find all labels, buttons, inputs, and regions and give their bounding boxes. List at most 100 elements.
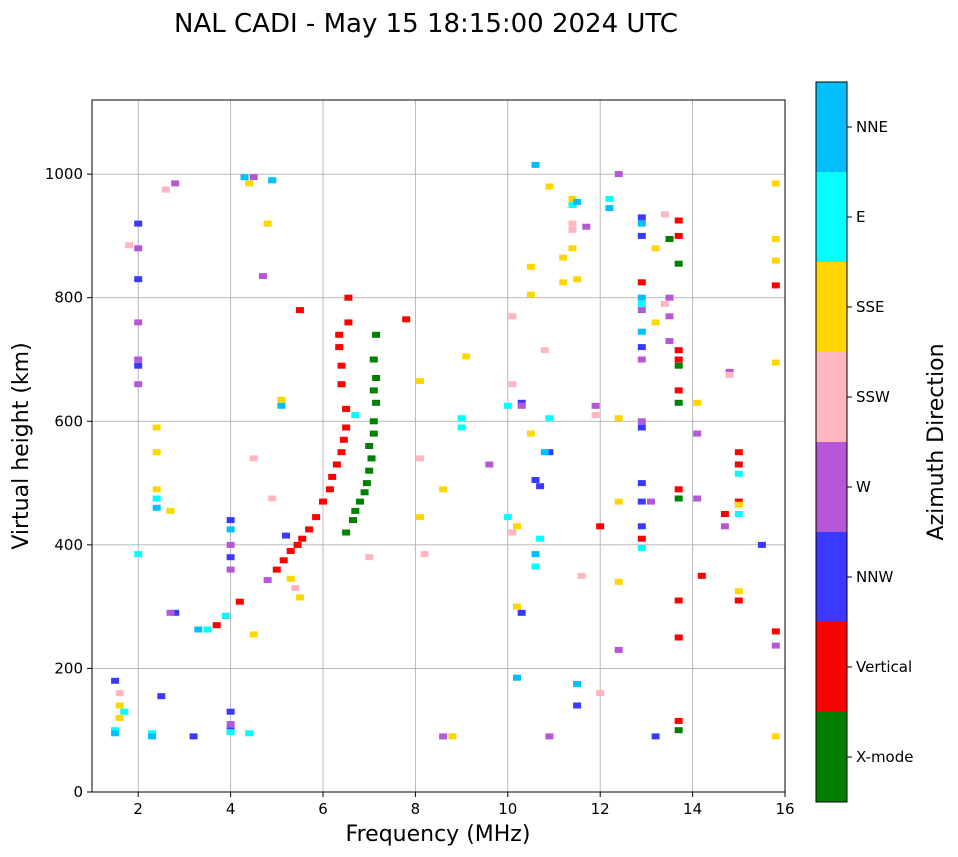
- colorbar-tick-label: E: [856, 208, 865, 226]
- point-nnw: [637, 232, 646, 239]
- point-sse: [526, 430, 535, 437]
- point-x-mode: [372, 331, 381, 338]
- point-sse: [771, 733, 780, 740]
- point-vertical: [335, 344, 344, 351]
- point-vertical: [697, 572, 706, 579]
- point-sse: [568, 195, 577, 202]
- point-vertical: [402, 316, 411, 323]
- point-ssw: [591, 412, 600, 419]
- point-e: [531, 563, 540, 570]
- point-sse: [462, 353, 471, 360]
- point-nne: [240, 174, 249, 181]
- point-sse: [286, 575, 295, 582]
- point-e: [637, 544, 646, 551]
- point-x-mode: [362, 480, 371, 487]
- point-e: [734, 470, 743, 477]
- point-sse: [277, 396, 286, 403]
- colorbar-segment: [816, 532, 847, 622]
- point-x-mode: [349, 517, 357, 524]
- point-sse: [245, 180, 254, 187]
- point-nne: [605, 205, 614, 212]
- point-sse: [545, 183, 554, 190]
- point-sse: [614, 415, 623, 422]
- point-vertical: [312, 514, 321, 521]
- point-vertical: [342, 424, 351, 431]
- point-e: [226, 729, 235, 736]
- point-vertical: [771, 628, 780, 635]
- point-x-mode: [674, 362, 683, 369]
- point-sse: [771, 257, 780, 264]
- point-w: [693, 430, 702, 437]
- colorbar-segment: [816, 172, 847, 262]
- point-ssw: [568, 220, 577, 227]
- point-w: [614, 171, 623, 178]
- point-nne: [148, 733, 157, 740]
- point-w: [134, 381, 143, 388]
- point-vertical: [674, 356, 683, 363]
- point-e: [148, 730, 157, 737]
- colorbar-label: Azimuth Direction: [924, 343, 949, 540]
- point-nnw: [757, 541, 766, 548]
- point-nnw: [226, 708, 235, 715]
- x-axis-ticks: 2 4 6 8 10 12 14 16: [133, 792, 795, 818]
- colorbar-tick-label: X-mode: [856, 748, 913, 766]
- colorbar-frame: [815, 81, 848, 803]
- point-w: [637, 307, 646, 314]
- point-x-mode: [342, 529, 351, 536]
- point-nnw: [531, 477, 540, 483]
- y-tick-label: 600: [54, 412, 83, 430]
- x-tick-label: 10: [498, 800, 517, 818]
- point-nnw: [134, 362, 143, 369]
- point-sse: [152, 424, 161, 431]
- point-nnw: [226, 554, 235, 561]
- point-vertical: [332, 461, 341, 468]
- point-vertical: [674, 387, 683, 394]
- point-ssw: [365, 554, 374, 561]
- point-nne: [111, 730, 120, 737]
- point-nne: [637, 220, 646, 227]
- point-e: [351, 412, 360, 419]
- point-sse: [439, 486, 448, 493]
- x-tick-label: 8: [411, 800, 421, 818]
- x-tick-label: 14: [683, 800, 702, 818]
- point-ssw: [540, 347, 549, 354]
- point-nne: [531, 161, 540, 168]
- point-vertical: [734, 461, 743, 468]
- point-vertical: [212, 622, 221, 629]
- point-nnw: [157, 693, 166, 700]
- point-sse: [115, 714, 124, 721]
- point-sse: [526, 263, 535, 270]
- x-tick-label: 6: [318, 800, 328, 818]
- point-w: [647, 498, 655, 505]
- point-sse: [614, 498, 623, 505]
- point-w: [258, 273, 267, 280]
- point-vertical: [319, 498, 327, 505]
- point-w: [226, 566, 235, 573]
- point-nne: [573, 198, 582, 205]
- point-nne: [513, 674, 521, 681]
- point-vertical: [325, 486, 334, 493]
- point-nnw: [637, 523, 646, 530]
- point-vertical: [674, 232, 683, 239]
- point-ssw: [249, 455, 258, 462]
- point-vertical: [337, 362, 346, 369]
- point-w: [665, 294, 674, 301]
- point-e: [222, 612, 230, 619]
- point-w: [517, 402, 526, 409]
- point-e: [111, 727, 120, 734]
- point-w: [637, 418, 646, 425]
- point-ssw: [660, 300, 669, 307]
- point-vertical: [337, 381, 346, 388]
- point-nne: [268, 177, 277, 184]
- x-tick-label: 4: [226, 800, 236, 818]
- point-w: [439, 733, 448, 740]
- point-nnw: [545, 449, 554, 456]
- point-x-mode: [356, 498, 364, 505]
- point-x-mode: [360, 489, 369, 496]
- point-vertical: [674, 717, 683, 724]
- point-vertical: [674, 634, 683, 641]
- point-vertical: [235, 598, 244, 605]
- point-w: [582, 223, 591, 230]
- point-sse: [651, 245, 660, 252]
- point-sse: [513, 603, 521, 610]
